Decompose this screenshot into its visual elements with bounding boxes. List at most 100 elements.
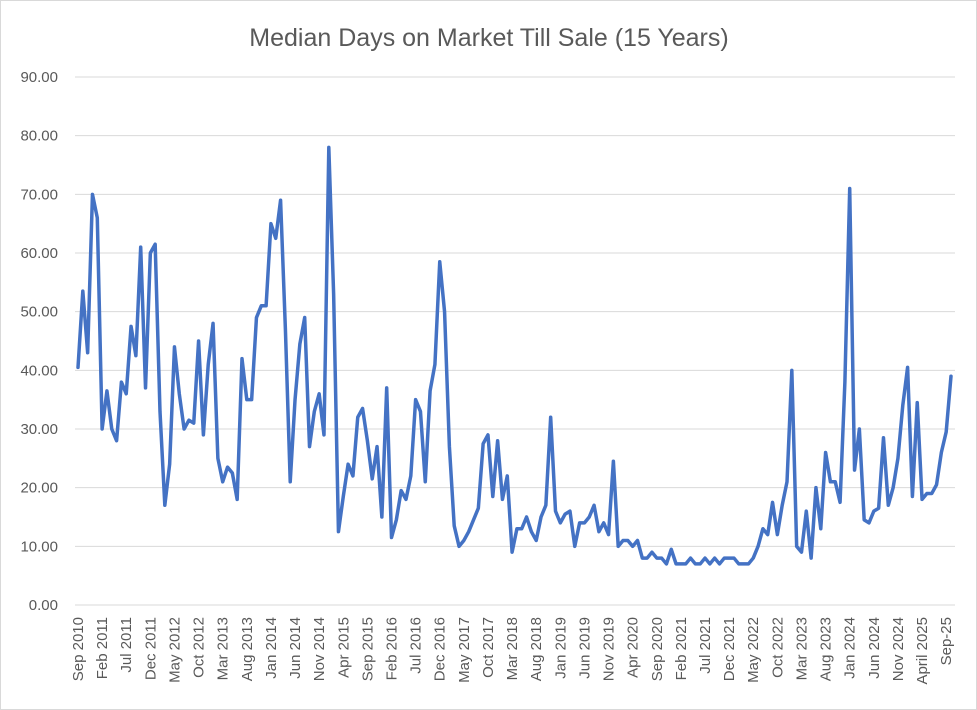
y-tick-label: 40.00: [20, 362, 58, 379]
data-point: [805, 510, 808, 513]
data-point: [718, 562, 721, 565]
y-tick-label: 70.00: [20, 186, 58, 203]
x-tick-label: Jan 2014: [263, 617, 280, 679]
data-point: [337, 530, 340, 533]
data-point: [868, 521, 871, 524]
data-point: [776, 533, 779, 536]
data-point: [173, 345, 176, 348]
data-point: [911, 495, 914, 498]
data-point: [385, 386, 388, 389]
data-point: [747, 562, 750, 565]
data-point: [515, 527, 518, 530]
data-point: [660, 557, 663, 560]
x-tick-label: Mar 2018: [504, 617, 521, 680]
data-point: [356, 416, 359, 419]
data-point: [863, 518, 866, 521]
data-point: [250, 398, 253, 401]
x-tick-label: Jun 2014: [287, 617, 304, 679]
data-point: [149, 252, 152, 255]
data-point: [187, 419, 190, 422]
x-tick-label: Oct 2022: [769, 617, 786, 678]
data-point: [216, 457, 219, 460]
x-tick-label: Sep 2015: [359, 617, 376, 681]
data-point: [458, 545, 461, 548]
data-point: [882, 436, 885, 439]
data-point: [226, 466, 229, 469]
data-point: [525, 516, 528, 519]
data-point: [950, 375, 953, 378]
data-point: [800, 551, 803, 554]
data-point: [120, 381, 123, 384]
data-point: [549, 416, 552, 419]
data-point: [429, 389, 432, 392]
data-point: [607, 533, 610, 536]
series-line-median-days: [76, 145, 953, 566]
data-point: [704, 557, 707, 560]
data-point: [781, 504, 784, 507]
data-point: [626, 539, 629, 542]
data-point: [419, 410, 422, 413]
data-point: [380, 516, 383, 519]
data-point: [443, 310, 446, 313]
data-point: [433, 363, 436, 366]
data-point: [921, 498, 924, 501]
data-point: [130, 325, 133, 328]
x-tick-label: Oct 2017: [480, 617, 497, 678]
data-point: [520, 527, 523, 530]
data-point: [91, 193, 94, 196]
x-tick-label: Dec 2016: [432, 617, 449, 681]
data-point: [472, 518, 475, 521]
data-point: [414, 398, 417, 401]
data-point: [535, 539, 538, 542]
data-point: [655, 557, 658, 560]
data-point: [771, 501, 774, 504]
x-tick-label: Nov 2014: [311, 617, 328, 681]
data-point: [192, 422, 195, 425]
data-point: [390, 536, 393, 539]
data-point: [313, 410, 316, 413]
y-tick-label: 60.00: [20, 245, 58, 262]
data-point: [573, 545, 576, 548]
data-point: [646, 557, 649, 560]
data-point: [834, 480, 837, 483]
x-tick-label: Apr 2020: [625, 617, 642, 678]
data-point: [231, 472, 234, 475]
data-point: [506, 474, 509, 477]
data-point: [265, 304, 268, 307]
x-tick-label: Nov 2024: [890, 617, 907, 681]
data-point: [631, 545, 634, 548]
data-point: [332, 293, 335, 296]
data-point: [477, 507, 480, 510]
x-tick-label: Mar 2023: [793, 617, 810, 680]
y-tick-label: 10.00: [20, 538, 58, 555]
data-point: [694, 562, 697, 565]
data-point: [115, 439, 118, 442]
data-point: [318, 392, 321, 395]
data-point: [892, 486, 895, 489]
x-tick-label: Jul 2021: [697, 617, 714, 674]
data-point: [829, 480, 832, 483]
data-point: [81, 290, 84, 293]
data-point: [202, 433, 205, 436]
data-point: [699, 562, 702, 565]
x-tick-label: Jan 2024: [842, 617, 859, 679]
data-point: [101, 428, 104, 431]
data-point: [294, 398, 297, 401]
data-point: [197, 340, 200, 343]
data-point: [168, 463, 171, 466]
data-point: [400, 489, 403, 492]
data-point: [221, 480, 224, 483]
y-axis-tick-labels: 0.00 10.00 20.00 30.00 40.00 50.00 60.00 70.00 8…: [20, 69, 58, 614]
data-point: [110, 428, 113, 431]
data-point: [289, 480, 292, 483]
data-point: [641, 557, 644, 560]
data-point: [761, 527, 764, 530]
data-point: [877, 507, 880, 510]
data-point: [930, 492, 933, 495]
data-point: [940, 451, 943, 454]
data-point: [786, 480, 789, 483]
data-point: [86, 351, 89, 354]
data-point: [303, 316, 306, 319]
y-tick-label: 30.00: [20, 421, 58, 438]
